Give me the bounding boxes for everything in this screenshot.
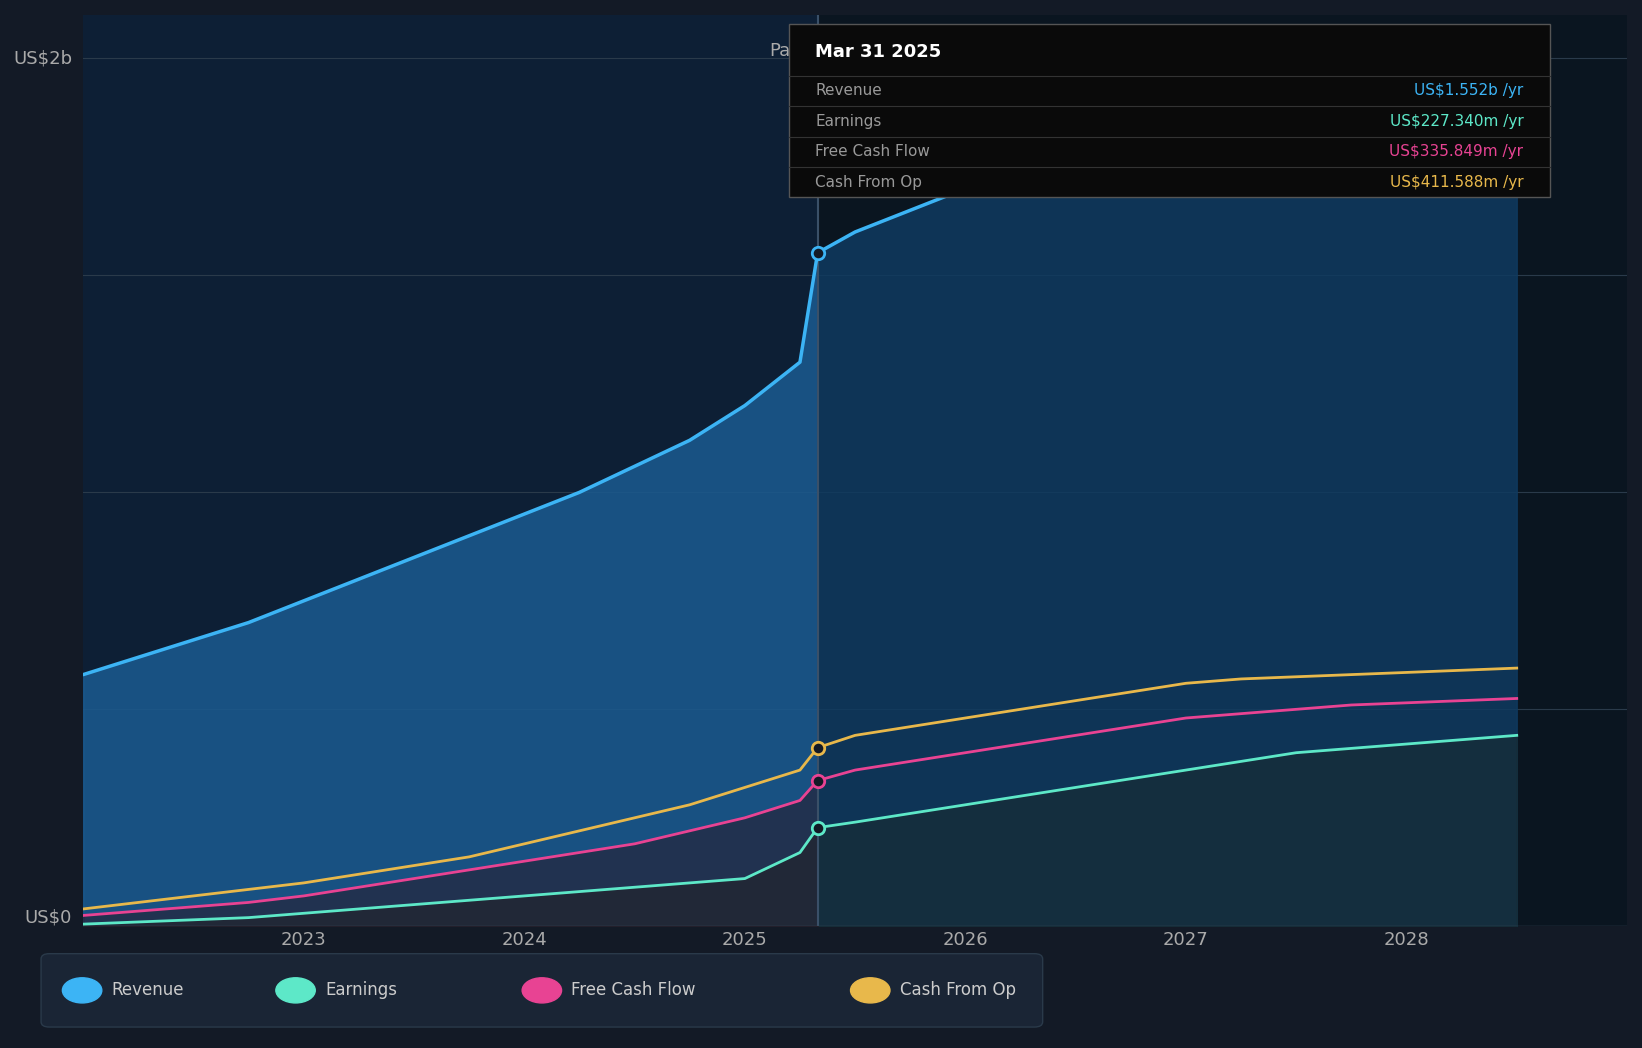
FancyBboxPatch shape: [788, 24, 1550, 197]
Text: Earnings: Earnings: [332, 981, 410, 1000]
Point: [805, 739, 831, 756]
Text: Free Cash Flow: Free Cash Flow: [816, 145, 931, 159]
Text: Analysts Forecasts: Analysts Forecasts: [829, 42, 997, 61]
Point: [805, 244, 831, 261]
Point: [805, 772, 831, 789]
Text: Cash From Op: Cash From Op: [816, 175, 923, 190]
Text: Mar 31 2025: Mar 31 2025: [816, 43, 941, 61]
Bar: [84, 15, 818, 926]
Text: Free Cash Flow: Free Cash Flow: [571, 981, 696, 1000]
Bar: [818, 15, 1627, 926]
Text: Revenue: Revenue: [112, 981, 184, 1000]
Text: Revenue: Revenue: [118, 981, 197, 1000]
Text: US$1.552b /yr: US$1.552b /yr: [1414, 84, 1524, 99]
Point: [805, 820, 831, 836]
Text: Cash From Op: Cash From Op: [906, 981, 1033, 1000]
Text: US$2b: US$2b: [13, 49, 72, 67]
Text: Revenue: Revenue: [816, 84, 882, 99]
Text: US$335.849m /yr: US$335.849m /yr: [1389, 145, 1524, 159]
Text: Earnings: Earnings: [816, 114, 882, 129]
Text: Free Cash Flow: Free Cash Flow: [578, 981, 713, 1000]
Text: Past: Past: [768, 42, 806, 61]
Text: US$0: US$0: [25, 909, 72, 926]
Text: US$227.340m /yr: US$227.340m /yr: [1389, 114, 1524, 129]
Text: Earnings: Earnings: [325, 981, 397, 1000]
Text: Cash From Op: Cash From Op: [900, 981, 1016, 1000]
Text: US$411.588m /yr: US$411.588m /yr: [1389, 175, 1524, 190]
